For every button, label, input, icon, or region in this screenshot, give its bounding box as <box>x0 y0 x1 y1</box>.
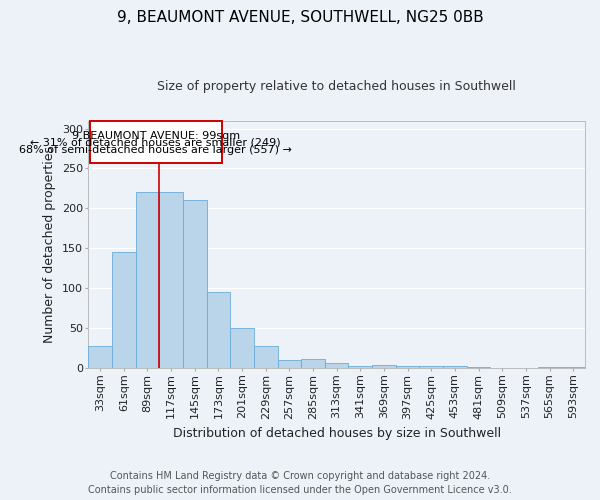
Text: Contains HM Land Registry data © Crown copyright and database right 2024.
Contai: Contains HM Land Registry data © Crown c… <box>88 471 512 495</box>
Y-axis label: Number of detached properties: Number of detached properties <box>43 146 56 343</box>
Bar <box>396 366 419 368</box>
Bar <box>372 365 396 368</box>
Bar <box>467 367 490 368</box>
FancyBboxPatch shape <box>89 122 222 163</box>
Bar <box>159 192 183 368</box>
Bar <box>254 346 278 368</box>
Bar <box>136 192 159 368</box>
Text: 9 BEAUMONT AVENUE: 99sqm: 9 BEAUMONT AVENUE: 99sqm <box>71 131 240 141</box>
Text: ← 31% of detached houses are smaller (249): ← 31% of detached houses are smaller (24… <box>31 137 281 147</box>
Bar <box>88 346 112 368</box>
Text: 9, BEAUMONT AVENUE, SOUTHWELL, NG25 0BB: 9, BEAUMONT AVENUE, SOUTHWELL, NG25 0BB <box>116 10 484 25</box>
Bar <box>278 360 301 368</box>
Bar <box>183 200 206 368</box>
Bar <box>443 366 467 368</box>
X-axis label: Distribution of detached houses by size in Southwell: Distribution of detached houses by size … <box>173 427 501 440</box>
Bar <box>301 359 325 368</box>
Bar <box>419 366 443 368</box>
Title: Size of property relative to detached houses in Southwell: Size of property relative to detached ho… <box>157 80 516 93</box>
Bar <box>538 367 562 368</box>
Bar <box>206 292 230 368</box>
Bar <box>230 328 254 368</box>
Bar <box>112 252 136 368</box>
Bar <box>349 366 372 368</box>
Bar <box>325 363 349 368</box>
Text: 68% of semi-detached houses are larger (557) →: 68% of semi-detached houses are larger (… <box>19 145 292 155</box>
Bar <box>562 367 585 368</box>
